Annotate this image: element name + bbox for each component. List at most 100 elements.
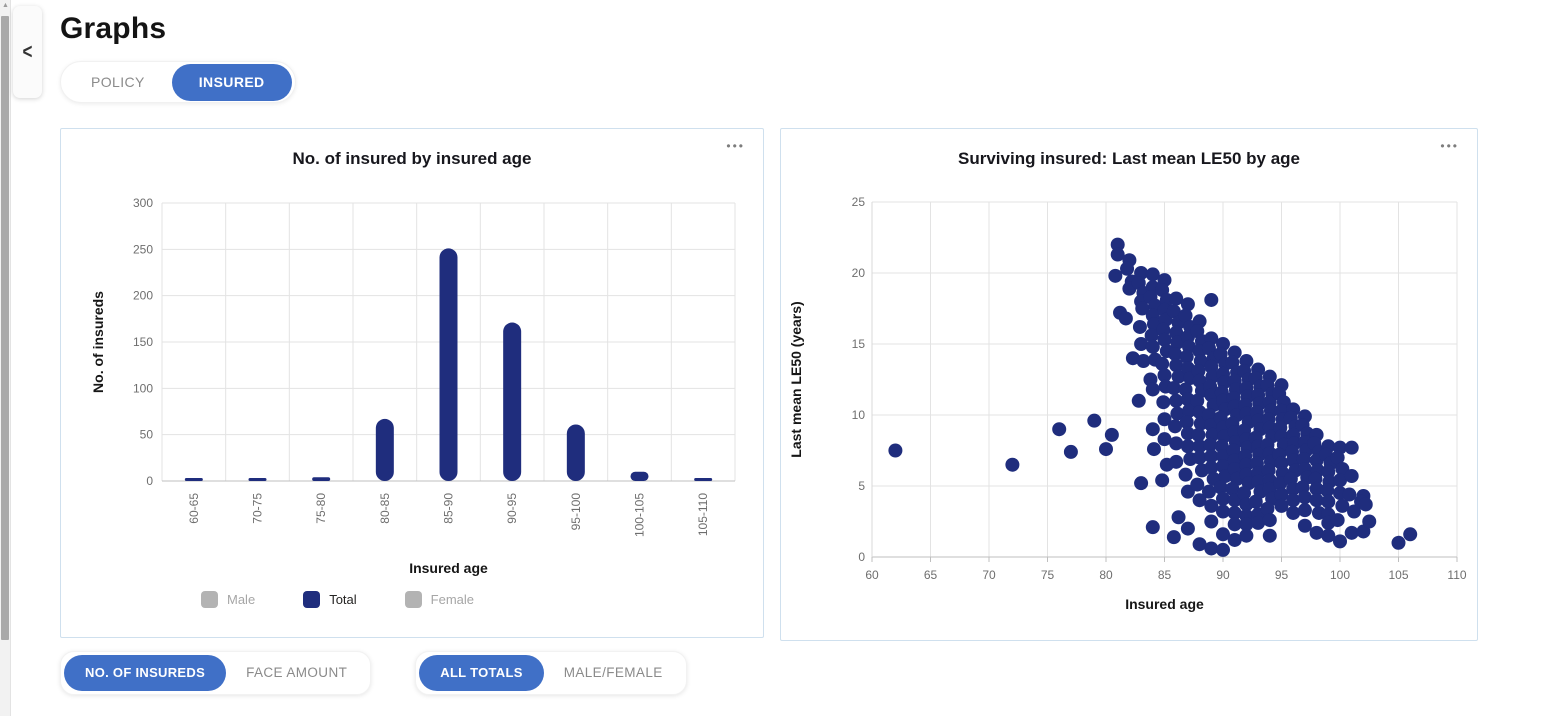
scatter-point[interactable] (1260, 501, 1275, 516)
scatter-point[interactable] (1144, 328, 1159, 343)
scatter-point[interactable] (1191, 427, 1206, 442)
scatter-point[interactable] (1179, 415, 1194, 430)
scatter-point[interactable] (1321, 494, 1336, 509)
bar[interactable] (694, 478, 713, 481)
scatter-point[interactable] (1274, 487, 1289, 502)
legend-item-male[interactable]: Male (201, 591, 255, 608)
scrollbar-thumb[interactable] (1, 16, 9, 640)
scatter-point[interactable] (1136, 354, 1151, 369)
scatter-point[interactable] (1342, 487, 1357, 502)
scatter-point[interactable] (1157, 432, 1172, 447)
scatter-point[interactable] (1131, 393, 1146, 408)
scatter-point[interactable] (1166, 381, 1181, 396)
scatter-point[interactable] (1052, 422, 1067, 437)
scatter-point[interactable] (1168, 419, 1183, 434)
toggle-no-of-insureds[interactable]: NO. OF INSUREDS (64, 655, 227, 691)
scatter-point[interactable] (1297, 503, 1312, 518)
scatter-point[interactable] (1330, 513, 1345, 528)
scatter-point[interactable] (1157, 368, 1172, 383)
scatter-point[interactable] (1297, 490, 1312, 505)
scatter-point[interactable] (1178, 308, 1193, 323)
scatter-point[interactable] (1204, 514, 1219, 529)
scatter-point[interactable] (1134, 476, 1149, 491)
scatter-point[interactable] (1110, 247, 1125, 262)
scatter-point[interactable] (1166, 530, 1181, 545)
scatter-point[interactable] (1157, 412, 1172, 427)
scatter-point[interactable] (1104, 427, 1119, 442)
scatter-point[interactable] (1344, 440, 1359, 455)
scatter-point[interactable] (1225, 481, 1240, 496)
scatter-point[interactable] (1145, 520, 1160, 535)
scatter-point[interactable] (1169, 358, 1184, 373)
scatter-point[interactable] (1157, 332, 1172, 347)
scatter-point[interactable] (1227, 505, 1242, 520)
scatter-point[interactable] (1145, 382, 1160, 397)
scatter-point[interactable] (1204, 460, 1219, 475)
scatter-point[interactable] (1192, 439, 1207, 454)
scatter-point[interactable] (1216, 504, 1230, 519)
scatter-point[interactable] (1320, 483, 1335, 498)
scatter-point[interactable] (1251, 515, 1266, 530)
scatter-point[interactable] (1309, 525, 1324, 540)
scatter-point[interactable] (1213, 480, 1228, 495)
scatter-point[interactable] (1273, 476, 1288, 491)
scatter-point[interactable] (1190, 393, 1205, 408)
scatter-point[interactable] (1180, 439, 1195, 454)
bar[interactable] (503, 322, 522, 481)
scatter-point[interactable] (1146, 442, 1161, 457)
scatter-point[interactable] (1321, 528, 1336, 543)
scatter-point[interactable] (1110, 237, 1125, 252)
scatter-point[interactable] (1087, 413, 1102, 428)
more-options-button[interactable]: ••• (1436, 137, 1463, 155)
toggle-all-totals[interactable]: ALL TOTALS (419, 655, 544, 691)
toggle-male-female[interactable]: MALE/FEMALE (563, 665, 663, 680)
scatter-point[interactable] (1120, 261, 1135, 276)
scatter-point[interactable] (1216, 542, 1230, 557)
scatter-point[interactable] (1204, 498, 1219, 513)
page-scrollbar[interactable]: ▲ (0, 0, 11, 716)
scatter-point[interactable] (1358, 497, 1373, 512)
scatter-point[interactable] (1262, 528, 1277, 543)
scatter-point[interactable] (1333, 534, 1347, 549)
scatter-point[interactable] (1190, 477, 1205, 492)
scatter-point[interactable] (1333, 473, 1347, 488)
scatter-point[interactable] (1155, 356, 1170, 371)
scatter-point[interactable] (1168, 346, 1183, 361)
tab-insured[interactable]: INSURED (171, 63, 292, 101)
scatter-point[interactable] (1145, 267, 1160, 282)
scatter-point[interactable] (1169, 454, 1184, 469)
scatter-point[interactable] (1171, 510, 1186, 525)
scatter-point[interactable] (1180, 297, 1195, 312)
scatter-point[interactable] (1125, 351, 1140, 366)
scatter-point[interactable] (1192, 450, 1207, 465)
scatter-point[interactable] (1170, 335, 1185, 350)
toggle-face-amount[interactable]: FACE AMOUNT (246, 665, 348, 680)
scatter-point[interactable] (1286, 505, 1301, 520)
scatter-point[interactable] (1344, 469, 1359, 484)
scatter-point[interactable] (1344, 525, 1359, 540)
scatter-point[interactable] (1135, 301, 1150, 316)
scatter-point[interactable] (1192, 493, 1207, 508)
scroll-up-icon[interactable]: ▲ (2, 2, 9, 9)
scatter-point[interactable] (1286, 493, 1301, 508)
scatter-point[interactable] (1179, 349, 1194, 364)
bar[interactable] (439, 248, 458, 481)
scatter-point[interactable] (1227, 532, 1242, 547)
collapse-panel-button[interactable]: < (13, 6, 42, 98)
scatter-point[interactable] (1204, 292, 1219, 307)
scatter-point[interactable] (1227, 517, 1242, 532)
scatter-point[interactable] (1262, 513, 1277, 528)
scatter-point[interactable] (1156, 395, 1171, 410)
scatter-point[interactable] (1335, 498, 1350, 513)
scatter-point[interactable] (1403, 527, 1418, 542)
scatter-point[interactable] (1204, 541, 1219, 556)
scatter-point[interactable] (1099, 442, 1113, 457)
scatter-point[interactable] (1239, 528, 1254, 543)
scatter-point[interactable] (1063, 444, 1078, 459)
scatter-point[interactable] (1145, 339, 1160, 354)
scatter-point[interactable] (1005, 457, 1020, 472)
scatter-point[interactable] (1132, 319, 1147, 334)
scatter-point[interactable] (1204, 449, 1219, 464)
scatter-point[interactable] (1274, 498, 1289, 513)
scatter-point[interactable] (1248, 494, 1263, 509)
